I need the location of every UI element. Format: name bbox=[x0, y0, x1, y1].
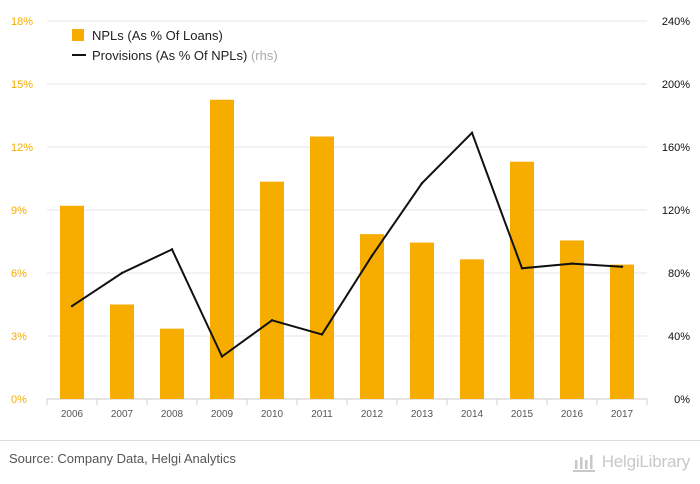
legend-line-label-suffix: (rhs) bbox=[251, 48, 278, 63]
bar-2015 bbox=[510, 161, 534, 399]
source-note: Source: Company Data, Helgi Analytics bbox=[9, 451, 236, 466]
provisions-line bbox=[71, 130, 623, 359]
left-tick-label: 9% bbox=[11, 205, 27, 217]
bar-2010 bbox=[260, 181, 284, 399]
right-tick-label: 200% bbox=[662, 79, 690, 91]
right-tick-label: 0% bbox=[674, 394, 690, 406]
left-axis: 0% 3% 6% 9% 12% 15% 18% bbox=[11, 16, 33, 406]
left-tick-label: 15% bbox=[11, 79, 33, 91]
line-point-2008 bbox=[170, 248, 174, 251]
bar-2017 bbox=[610, 264, 634, 399]
npl-bars bbox=[60, 99, 634, 399]
right-tick-label: 160% bbox=[662, 142, 690, 154]
x-tick-label: 2014 bbox=[461, 409, 484, 420]
right-tick-label: 40% bbox=[668, 331, 690, 343]
grid-lines bbox=[46, 20, 648, 405]
logo-text: HelgiLibrary bbox=[601, 452, 691, 471]
x-tick-label: 2007 bbox=[111, 409, 134, 420]
library-building-icon bbox=[572, 455, 595, 472]
legend: NPLs (As % Of Loans) Provisions (As % Of… bbox=[72, 28, 278, 63]
left-tick-label: 0% bbox=[11, 394, 27, 406]
right-axis: 0% 40% 80% 120% 160% 200% 240% bbox=[662, 16, 690, 406]
bar-2016 bbox=[560, 240, 584, 399]
left-tick-label: 12% bbox=[11, 142, 33, 154]
left-tick-label: 18% bbox=[11, 16, 33, 28]
x-axis: 2006 2007 2008 2009 2010 2011 2012 2013 2014 2015… bbox=[61, 409, 634, 420]
line-point-2016 bbox=[570, 262, 574, 265]
bar-2007 bbox=[110, 304, 134, 399]
line-point-2017 bbox=[620, 265, 624, 268]
x-tick-label: 2013 bbox=[411, 409, 434, 420]
x-tick-label: 2011 bbox=[311, 409, 333, 420]
bar-2011 bbox=[310, 136, 334, 399]
bar-2008 bbox=[160, 328, 184, 399]
left-tick-label: 6% bbox=[11, 268, 27, 280]
right-tick-label: 120% bbox=[662, 205, 690, 217]
chart: 0% 3% 6% 9% 12% 15% 18% 0% 40% 80% 120% 160% 200% 24… bbox=[11, 16, 690, 420]
right-tick-label: 80% bbox=[668, 268, 690, 280]
right-tick-label: 240% bbox=[662, 16, 690, 28]
legend-bar-label: NPLs (As % Of Loans) bbox=[92, 28, 223, 43]
line-point-2011 bbox=[320, 333, 324, 336]
provisions-line-group bbox=[70, 130, 624, 359]
legend-line-label-main: Provisions (As % Of NPLs) bbox=[92, 48, 247, 63]
x-tick-label: 2006 bbox=[61, 409, 84, 420]
bar-2006 bbox=[60, 205, 84, 399]
x-tick-label: 2016 bbox=[561, 409, 584, 420]
line-point-2010 bbox=[270, 319, 274, 322]
x-tick-label: 2015 bbox=[511, 409, 534, 420]
helgi-library-logo: HelgiLibrary bbox=[571, 449, 690, 475]
x-tick-label: 2017 bbox=[611, 409, 634, 420]
x-tick-label: 2010 bbox=[261, 409, 284, 420]
line-point-2007 bbox=[120, 271, 124, 275]
x-tick-label: 2008 bbox=[161, 409, 184, 420]
left-tick-label: 3% bbox=[11, 331, 27, 343]
line-point-2015 bbox=[520, 267, 524, 270]
line-point-2014 bbox=[470, 131, 474, 135]
line-point-2009 bbox=[220, 355, 224, 358]
x-tick-label: 2009 bbox=[211, 409, 234, 420]
bar-2014 bbox=[460, 259, 484, 399]
footer: Source: Company Data, Helgi Analytics He… bbox=[0, 440, 700, 484]
bar-2013 bbox=[410, 242, 434, 399]
line-point-2006 bbox=[70, 304, 74, 308]
bar-2009 bbox=[210, 99, 234, 399]
legend-line-label: Provisions (As % Of NPLs) (rhs) bbox=[92, 48, 278, 63]
legend-bar-swatch bbox=[72, 29, 84, 41]
x-tick-label: 2012 bbox=[361, 409, 384, 420]
line-point-2013 bbox=[420, 182, 424, 185]
line-point-2012 bbox=[370, 254, 374, 257]
bar-2012 bbox=[360, 234, 384, 399]
